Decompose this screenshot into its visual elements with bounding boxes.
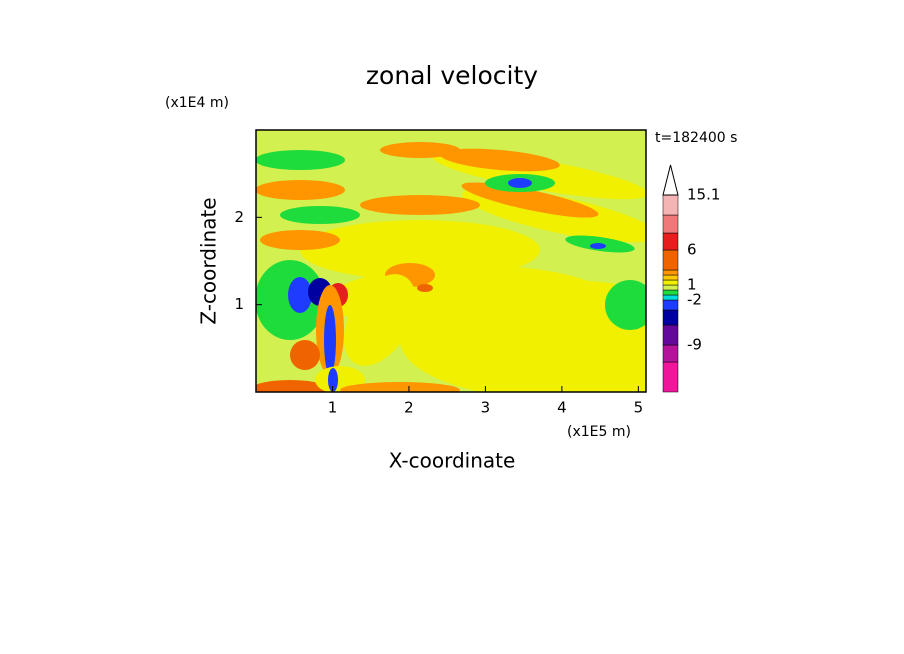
x-tick-label: 5 [634,399,644,417]
colorbar-band [662,194,679,216]
contour-region [324,305,336,375]
contour-region [343,274,417,366]
contour-region [328,368,338,392]
colorbar-band [662,289,679,296]
colorbar-band [662,284,679,291]
colorbar-label: 6 [687,241,697,259]
contour-region [288,277,312,313]
colorbar-band [662,274,679,281]
contour-region [260,230,340,250]
contour-region [256,380,330,392]
x-unit: (x1E5 m) [567,424,631,440]
contour-region [590,243,606,249]
contour-region [508,178,532,188]
colorbar-band [662,294,679,301]
colorbar-band [662,324,679,346]
colorbar-band [662,232,679,251]
colorbar-band [662,249,679,271]
x-tick-label: 2 [404,399,414,417]
contour-region [360,195,480,215]
contour-region [256,150,345,170]
contour-region [300,220,540,280]
chart-title: zonal velocity [366,61,538,90]
contour-region [290,340,320,370]
colorbar-label: 15.1 [687,186,720,204]
y-axis-title: Z-coordinate [197,197,221,324]
colorbar-band [662,299,679,311]
colorbar-band [662,344,679,363]
plot-frame [255,129,647,393]
contour-region [417,284,433,292]
colorbar-band [662,309,679,326]
contour-region [440,148,560,172]
y-tick-label: 2 [234,208,244,226]
contour-region [605,280,646,330]
annotation: t=182400 s [655,130,737,146]
colorbar-label: 1 [687,276,697,294]
colorbar-band [662,214,679,234]
x-tick-label: 1 [328,399,338,417]
contour-region [380,142,460,158]
x-tick-label: 4 [557,399,567,417]
colorbar-label: -2 [687,291,702,309]
contour-region [256,180,345,200]
contour-region [280,206,360,224]
y-tick-label: 1 [234,295,244,313]
colorbar-extend [662,164,679,196]
colorbar-band [662,269,679,276]
contour-region [340,382,460,392]
x-tick-label: 3 [481,399,491,417]
y-unit: (x1E4 m) [165,95,229,111]
contour-region [461,182,599,218]
colorbar-band [662,279,679,286]
x-axis-title: X-coordinate [389,449,516,473]
colorbar-label: -9 [687,336,702,354]
colorbar-band [662,361,679,393]
contour-field [256,130,646,392]
